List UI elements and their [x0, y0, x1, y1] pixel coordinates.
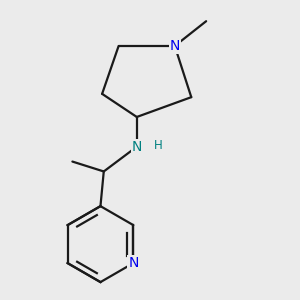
Text: H: H — [154, 139, 163, 152]
Text: N: N — [132, 140, 142, 154]
Text: N: N — [128, 256, 139, 270]
Text: N: N — [169, 39, 180, 53]
